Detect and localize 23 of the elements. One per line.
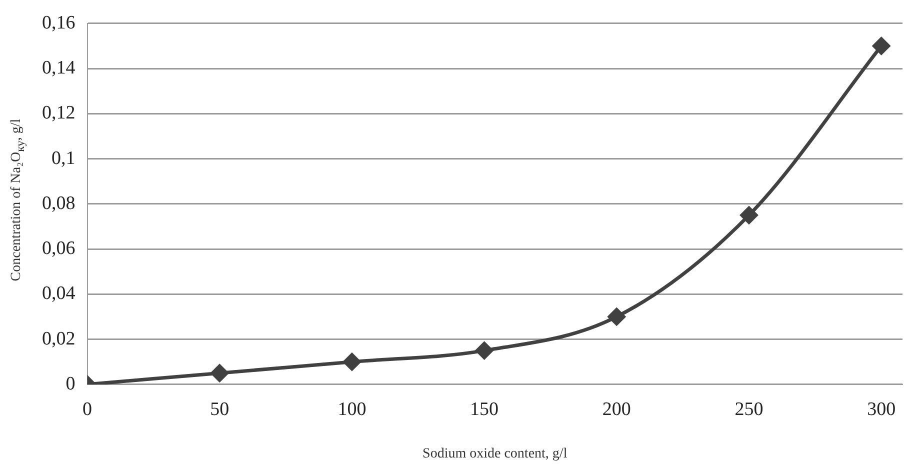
x-tick-label: 250 [734, 398, 764, 420]
y-tick-label: 0,12 [42, 102, 76, 124]
point [210, 364, 228, 382]
x-tick-label: 200 [602, 398, 631, 420]
x-tick-label: 100 [338, 398, 366, 420]
x-tick-label: 0 [82, 398, 92, 420]
x-tick-label: 50 [210, 398, 230, 420]
x-tick-label: 150 [470, 398, 499, 420]
y-tick-label: 0,02 [42, 328, 76, 350]
x-axis-title: Sodium oxide content, g/l [422, 446, 568, 462]
point [740, 206, 758, 224]
y-tick-label: 0,04 [42, 283, 76, 304]
y-tick-label: 0,16 [42, 12, 76, 34]
point [608, 308, 626, 326]
y-tick-label: 0,06 [42, 238, 76, 260]
point [343, 353, 361, 371]
x-tick-label: 300 [867, 398, 896, 420]
y-tick-label: 0,14 [42, 58, 76, 79]
y-tick-label: 0,08 [42, 192, 76, 214]
point [872, 37, 890, 55]
point [476, 342, 494, 360]
y-tick-label: 0,1 [52, 148, 76, 169]
y-tick-label: 0 [66, 373, 76, 394]
